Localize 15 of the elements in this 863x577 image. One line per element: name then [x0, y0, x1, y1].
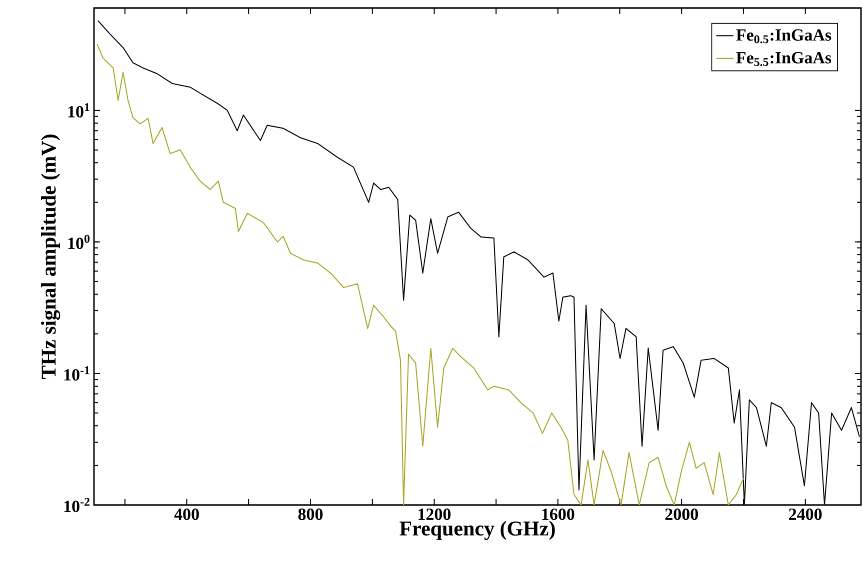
- y-axis-title: THz signal amplitude (mV): [40, 134, 60, 379]
- legend-label: Fe$_{5.5}$:InGaAs: [736, 52, 832, 66]
- legend-label: Fe$_{0.5}$:InGaAs: [736, 29, 832, 44]
- x-axis-title: Frequency (GHz): [400, 520, 555, 540]
- x-tick-label: 2000: [665, 508, 698, 520]
- y-tick-label: 10$^{-1}$: [64, 366, 90, 381]
- x-tick-label: 1200: [418, 508, 451, 520]
- y-tick-label: 10$^{0}$: [68, 234, 90, 250]
- x-tick-label: 400: [174, 508, 199, 520]
- y-tick-label: 10$^{1}$: [68, 103, 90, 118]
- x-tick-label: 1600: [542, 508, 574, 520]
- x-tick-label: 2400: [789, 508, 822, 520]
- x-tick-label: 800: [298, 508, 323, 520]
- line-series: [97, 20, 860, 505]
- y-tick-label: 10$^{-2}$: [64, 498, 90, 512]
